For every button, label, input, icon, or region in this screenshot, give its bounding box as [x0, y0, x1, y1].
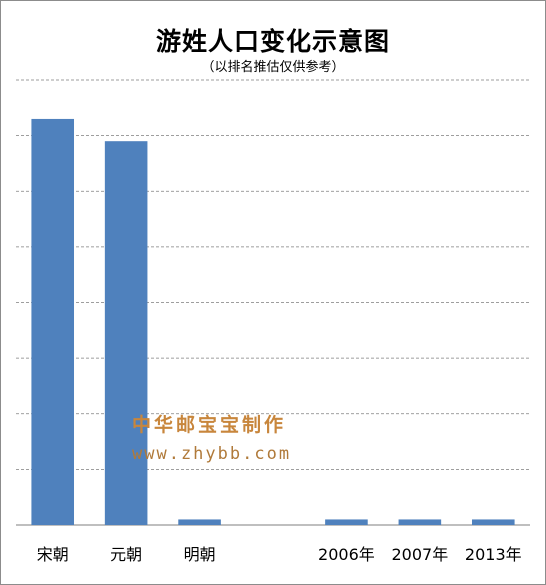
chart-subtitle: （以排名推估仅供参考）	[201, 60, 345, 75]
x-tick-label: 2013年	[465, 545, 522, 564]
bar	[325, 519, 368, 525]
x-tick-label: 宋朝	[37, 545, 69, 564]
watermark-text: 中华邮宝宝制作	[132, 414, 287, 436]
bar	[31, 118, 75, 525]
x-tick-label: 元朝	[110, 545, 142, 564]
watermark-url: www.zhybb.com	[132, 444, 292, 464]
bar	[178, 519, 221, 525]
bar	[398, 519, 442, 525]
x-tick-label: 2006年	[318, 545, 375, 564]
bar	[471, 519, 515, 525]
bar	[104, 141, 148, 525]
chart-title: 游姓人口变化示意图	[155, 27, 390, 56]
x-tick-label: 明朝	[184, 545, 216, 564]
x-tick-label: 2007年	[391, 545, 448, 564]
